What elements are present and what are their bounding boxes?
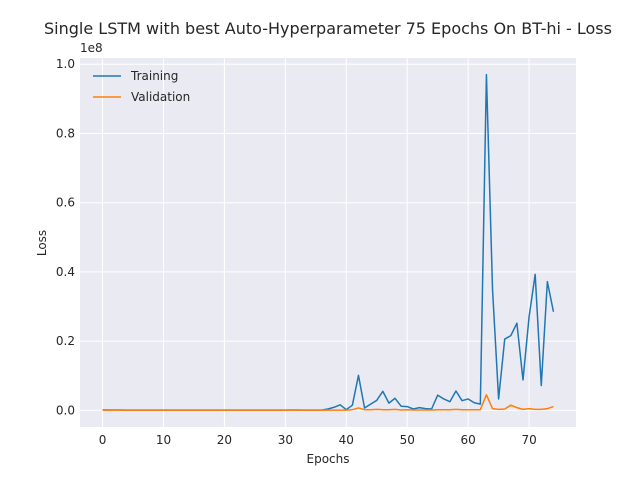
x-tick-label: 60 (461, 433, 476, 447)
y-offset-label: 1e8 (80, 41, 103, 55)
legend-label: Validation (131, 90, 190, 104)
legend-label: Training (130, 69, 178, 83)
y-tick-label: 0.4 (56, 265, 75, 279)
y-axis-label: Loss (35, 230, 49, 256)
chart-title: Single LSTM with best Auto-Hyperparamete… (44, 19, 612, 38)
x-tick-label: 40 (339, 433, 354, 447)
series-line-validation (102, 394, 554, 411)
y-tick-label: 0.0 (56, 403, 75, 417)
x-tick-label: 10 (156, 433, 171, 447)
series-layer (102, 73, 555, 411)
y-tick-labels: 0.0 0.2 0.4 0.6 0.8 1.0 (56, 57, 75, 417)
y-tick-label: 1.0 (56, 57, 75, 71)
y-tick-label: 0.6 (56, 196, 75, 210)
x-tick-label: 30 (278, 433, 293, 447)
y-tick-label: 0.8 (56, 126, 75, 140)
x-tick-label: 50 (400, 433, 415, 447)
x-grid (102, 58, 530, 427)
x-axis-label: Epochs (307, 452, 350, 466)
plot-area (80, 58, 576, 427)
y-tick-label: 0.2 (56, 334, 75, 348)
x-tick-label: 20 (217, 433, 232, 447)
x-tick-label: 0 (99, 433, 107, 447)
legend: Training Validation (93, 69, 190, 104)
x-tick-labels: 0 10 20 30 40 50 60 70 (99, 433, 537, 447)
x-tick-label: 70 (521, 433, 536, 447)
